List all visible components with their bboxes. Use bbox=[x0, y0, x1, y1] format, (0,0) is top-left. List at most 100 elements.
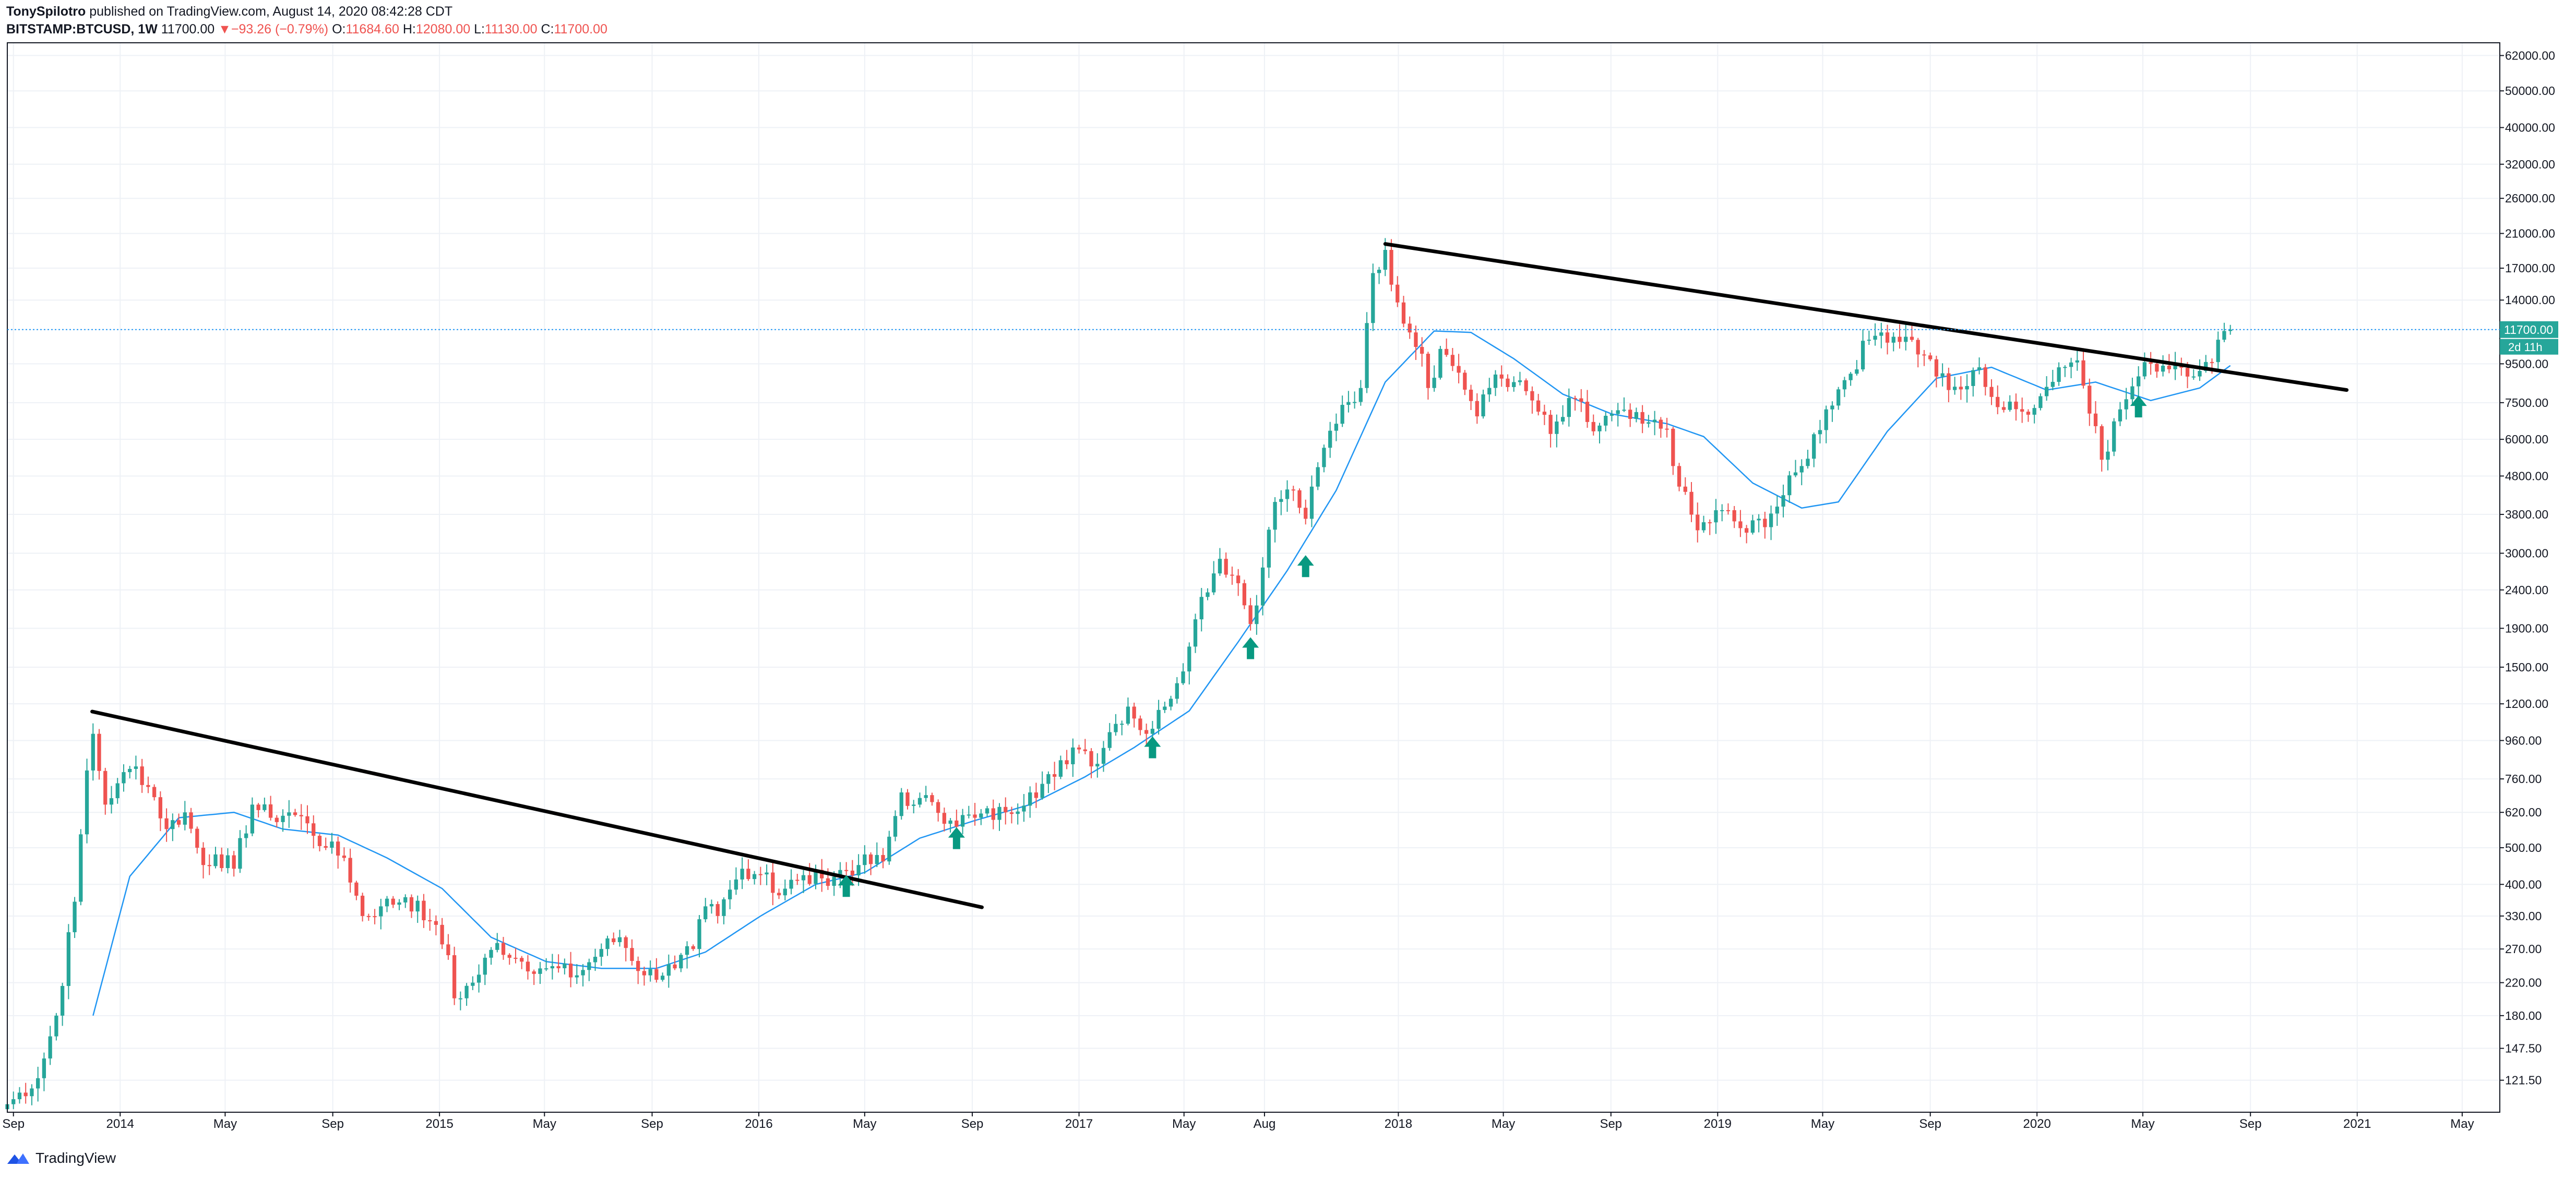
candle-up bbox=[948, 820, 952, 824]
candle-down bbox=[507, 955, 511, 958]
candle-down bbox=[1689, 491, 1694, 515]
candle-up bbox=[1616, 410, 1620, 414]
candle-down bbox=[624, 937, 628, 948]
up-arrow-icon bbox=[2130, 395, 2147, 418]
low-label: L: bbox=[474, 22, 485, 37]
candle-down bbox=[1677, 466, 1681, 487]
candle-up bbox=[2057, 367, 2061, 382]
time-tick-label: 2020 bbox=[2023, 1117, 2051, 1131]
candle-up bbox=[648, 969, 652, 976]
candle-up bbox=[2050, 381, 2055, 387]
author-name[interactable]: TonySpilotro bbox=[6, 4, 86, 19]
candle-up bbox=[979, 813, 983, 818]
candle-down bbox=[1732, 510, 1736, 522]
candle-up bbox=[789, 880, 793, 889]
candle-down bbox=[973, 814, 977, 818]
price-axis[interactable]: 121.50 147.50 180.00 220.00 270.00 330.00 400.… bbox=[2500, 49, 2555, 1087]
candle-up bbox=[1701, 522, 1706, 531]
candle-down bbox=[2020, 409, 2024, 412]
candle-up bbox=[1842, 380, 1847, 390]
candle-up bbox=[1812, 434, 1816, 459]
candle-up bbox=[1371, 273, 1375, 323]
candle-up bbox=[2124, 399, 2128, 410]
time-tick-label: 2017 bbox=[1065, 1117, 1093, 1131]
candle-down bbox=[1408, 323, 1412, 333]
candle-down bbox=[1928, 355, 1933, 359]
time-tick-label: Sep bbox=[2, 1117, 25, 1131]
candle-up bbox=[1836, 389, 1841, 406]
low-value: 11130.00 bbox=[484, 22, 538, 37]
chart-grid bbox=[7, 43, 2500, 1112]
candle-up bbox=[1156, 709, 1161, 729]
axes bbox=[7, 42, 2500, 1113]
price-tick-label: 1200.00 bbox=[2505, 697, 2548, 711]
candle-down bbox=[1683, 486, 1687, 492]
time-axis[interactable]: Sep 2014 May Sep 2015 May Sep 2016 May Sep 2017 May… bbox=[2, 1112, 2474, 1131]
candle-up bbox=[2008, 401, 2012, 410]
candle-up bbox=[1212, 573, 1216, 593]
candle-down bbox=[2210, 362, 2214, 363]
candle-up bbox=[1365, 323, 1369, 388]
candle-up bbox=[863, 854, 867, 865]
candle-up bbox=[2191, 376, 2196, 378]
candle-up bbox=[250, 804, 255, 834]
candle-up bbox=[924, 795, 928, 798]
candle-down bbox=[293, 812, 297, 815]
candle-down bbox=[1475, 401, 1479, 417]
candle-down bbox=[140, 766, 144, 785]
candle-up bbox=[1383, 250, 1387, 270]
candle-down bbox=[771, 872, 775, 893]
candle-up bbox=[1438, 348, 1442, 378]
candle-down bbox=[342, 856, 347, 858]
time-tick-label: Sep bbox=[1600, 1117, 1622, 1131]
candle-down bbox=[1898, 336, 1902, 342]
time-tick-label: 2018 bbox=[1385, 1117, 1412, 1131]
candle-up bbox=[1218, 559, 1222, 574]
candle-up bbox=[1175, 683, 1179, 699]
candle-down bbox=[1132, 706, 1136, 719]
candle-up bbox=[2142, 362, 2147, 377]
tradingview-footer[interactable]: TradingView bbox=[6, 1150, 116, 1166]
time-tick-label: 2015 bbox=[425, 1117, 453, 1131]
candle-up bbox=[697, 919, 701, 949]
candle-up bbox=[728, 889, 732, 899]
candle-down bbox=[1573, 398, 1577, 399]
candle-up bbox=[538, 968, 542, 974]
candle-down bbox=[1922, 354, 1926, 356]
symbol-name[interactable]: BITSTAMP:BTCUSD, 1W bbox=[6, 22, 158, 37]
candle-up bbox=[60, 985, 65, 1016]
candle-down bbox=[232, 855, 236, 869]
candle-down bbox=[268, 804, 273, 818]
candle-up bbox=[679, 955, 683, 969]
candle-up bbox=[1609, 414, 1614, 416]
time-tick-label: 2021 bbox=[2343, 1117, 2371, 1131]
candle-up bbox=[2038, 396, 2043, 408]
candle-up bbox=[1114, 724, 1118, 732]
candle-down bbox=[850, 870, 855, 875]
candle-up bbox=[263, 804, 267, 810]
candle-up bbox=[1316, 467, 1320, 487]
candle-down bbox=[152, 787, 157, 798]
candle-up bbox=[183, 812, 187, 825]
candle-up bbox=[109, 798, 114, 805]
candle-down bbox=[1530, 391, 1534, 401]
candle-up bbox=[581, 970, 585, 976]
candle-up bbox=[1260, 567, 1265, 606]
candle-down bbox=[532, 971, 536, 974]
candle-up bbox=[2118, 409, 2122, 422]
candle-down bbox=[324, 846, 328, 848]
candle-up bbox=[1346, 402, 1351, 405]
current-price: 11700.00 2d 11h bbox=[7, 321, 2558, 355]
time-tick-label: Sep bbox=[961, 1117, 984, 1131]
candle-down bbox=[1536, 400, 1541, 412]
candle-down bbox=[317, 836, 322, 846]
candle-up bbox=[79, 834, 83, 902]
candle-up bbox=[30, 1088, 34, 1097]
candle-up bbox=[1120, 724, 1124, 725]
candle-up bbox=[281, 815, 285, 822]
candle-down bbox=[1885, 332, 1890, 343]
time-tick-label: 2014 bbox=[106, 1117, 134, 1131]
candle-up bbox=[1750, 520, 1755, 533]
time-tick-label: May bbox=[853, 1117, 876, 1131]
